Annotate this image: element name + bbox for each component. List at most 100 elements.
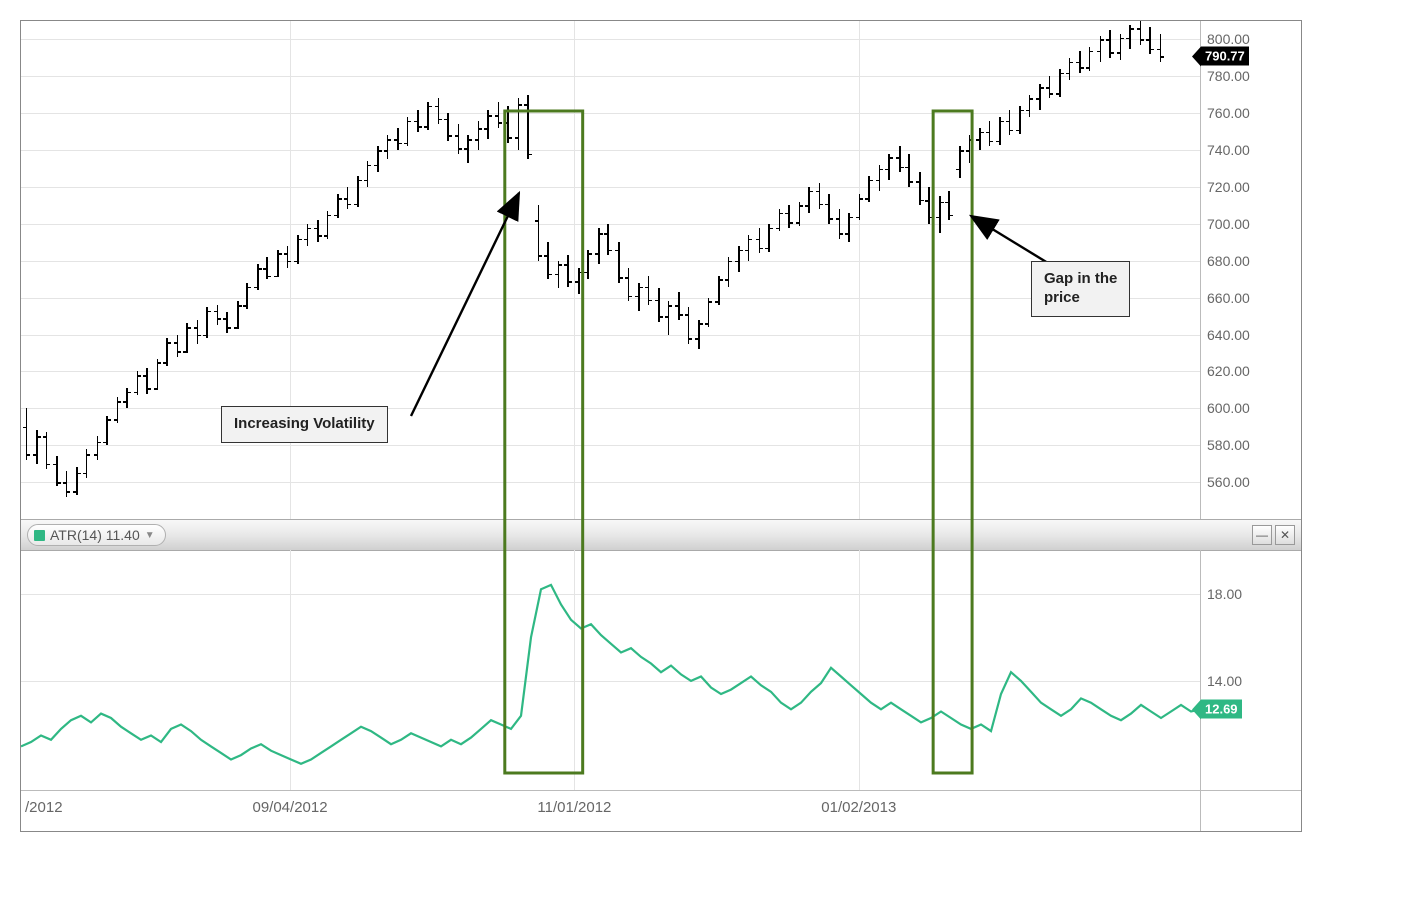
ohlc-bar	[928, 187, 930, 224]
ohlc-bar	[598, 228, 600, 265]
ohlc-bar	[959, 146, 961, 177]
price-gridline	[21, 187, 1201, 188]
price-ytick-label: 680.00	[1207, 253, 1250, 269]
price-ytick-label: 800.00	[1207, 31, 1250, 47]
price-gridline	[21, 39, 1201, 40]
ohlc-bar	[297, 235, 299, 265]
xaxis-tick-label: /2012	[25, 799, 63, 816]
ohlc-bar	[899, 146, 901, 172]
price-gridline	[21, 150, 1201, 151]
ohlc-bar	[638, 283, 640, 311]
ohlc-bar	[337, 194, 339, 218]
ohlc-bar	[257, 264, 259, 290]
ohlc-bar	[46, 432, 48, 469]
ohlc-bar	[1059, 69, 1061, 97]
ohlc-bar	[527, 95, 529, 160]
price-ytick-label: 620.00	[1207, 363, 1250, 379]
indicator-header: ATR(14) 11.40 ▼ — ✕	[21, 519, 1301, 551]
chevron-down-icon: ▼	[145, 530, 155, 541]
ohlc-bar	[748, 235, 750, 261]
ohlc-bar	[1079, 51, 1081, 73]
ohlc-bar	[327, 211, 329, 239]
price-ytick-label: 660.00	[1207, 290, 1250, 306]
ohlc-bar	[948, 191, 950, 221]
price-gridline	[21, 224, 1201, 225]
annotation-volatility: Increasing Volatility	[221, 406, 388, 443]
ohlc-bar	[979, 128, 981, 150]
ohlc-bar	[718, 276, 720, 306]
ohlc-bar	[688, 307, 690, 344]
atr-line-svg	[21, 550, 1201, 790]
price-gridline	[21, 261, 1201, 262]
ohlc-bar	[1069, 58, 1071, 80]
ohlc-bar	[888, 154, 890, 180]
ohlc-bar	[377, 146, 379, 172]
ohlc-bar	[819, 183, 821, 209]
ohlc-bar	[908, 154, 910, 187]
date-gridline	[290, 21, 291, 519]
ohlc-bar	[287, 246, 289, 268]
ohlc-bar	[458, 124, 460, 154]
ohlc-bar	[628, 268, 630, 301]
price-current-badge: 790.77	[1201, 47, 1249, 66]
atr-indicator-label: ATR(14) 11.40	[50, 527, 140, 543]
price-ytick-label: 740.00	[1207, 142, 1250, 158]
ohlc-bar	[1120, 34, 1122, 60]
ohlc-bar	[1109, 30, 1111, 58]
indicator-header-controls: — ✕	[1252, 525, 1295, 545]
price-ytick-label: 640.00	[1207, 327, 1250, 343]
ohlc-bar	[146, 368, 148, 394]
ohlc-bar	[467, 135, 469, 163]
ohlc-bar	[558, 261, 560, 289]
minimize-button[interactable]: —	[1252, 525, 1272, 545]
ohlc-bar	[708, 298, 710, 328]
ohlc-bar	[969, 135, 971, 163]
ohlc-bar	[26, 408, 28, 460]
price-ytick-label: 580.00	[1207, 437, 1250, 453]
xaxis-tick-label: 11/01/2012	[537, 799, 611, 816]
price-gridline	[21, 298, 1201, 299]
ohlc-bar	[768, 224, 770, 252]
ohlc-bar	[538, 205, 540, 260]
ohlc-bar	[266, 257, 268, 279]
ohlc-bar	[438, 98, 440, 124]
date-gridline	[859, 21, 860, 519]
atr-plot-area[interactable]	[21, 550, 1201, 790]
price-plot-area[interactable]	[21, 21, 1201, 519]
annotation-gap: Gap in theprice	[1031, 261, 1130, 317]
ohlc-bar	[607, 224, 609, 255]
ohlc-bar	[848, 213, 850, 243]
ohlc-bar	[246, 283, 248, 309]
ohlc-bar	[779, 209, 781, 231]
ohlc-bar	[1039, 84, 1041, 110]
ohlc-bar	[999, 117, 1001, 145]
xaxis-tick-label: 01/02/2013	[821, 799, 896, 816]
ohlc-bar	[66, 471, 68, 497]
ohlc-bar	[1009, 110, 1011, 136]
ohlc-bar	[507, 106, 509, 143]
stock-chart-container: 560.00580.00600.00620.00640.00660.00680.…	[20, 20, 1302, 832]
ohlc-bar	[658, 288, 660, 321]
ohlc-bar	[357, 176, 359, 207]
ohlc-bar	[1140, 21, 1142, 45]
price-ytick-label: 560.00	[1207, 474, 1250, 490]
ohlc-bar	[738, 246, 740, 272]
atr-swatch-icon	[34, 530, 45, 541]
ohlc-bar	[518, 98, 520, 150]
ohlc-bar	[487, 110, 489, 140]
ohlc-bar	[859, 194, 861, 220]
ohlc-bar	[678, 292, 680, 320]
ohlc-bar	[1129, 25, 1131, 49]
ohlc-bar	[126, 388, 128, 408]
ohlc-bar	[427, 102, 429, 130]
atr-indicator-pill[interactable]: ATR(14) 11.40 ▼	[27, 524, 166, 546]
ohlc-bar	[237, 301, 239, 329]
price-gridline	[21, 482, 1201, 483]
close-button[interactable]: ✕	[1275, 525, 1295, 545]
ohlc-bar	[36, 430, 38, 463]
ohlc-bar	[407, 117, 409, 147]
ohlc-bar	[1160, 34, 1162, 62]
ohlc-bar	[648, 276, 650, 306]
price-ytick-label: 700.00	[1207, 216, 1250, 232]
ohlc-bar	[478, 121, 480, 151]
